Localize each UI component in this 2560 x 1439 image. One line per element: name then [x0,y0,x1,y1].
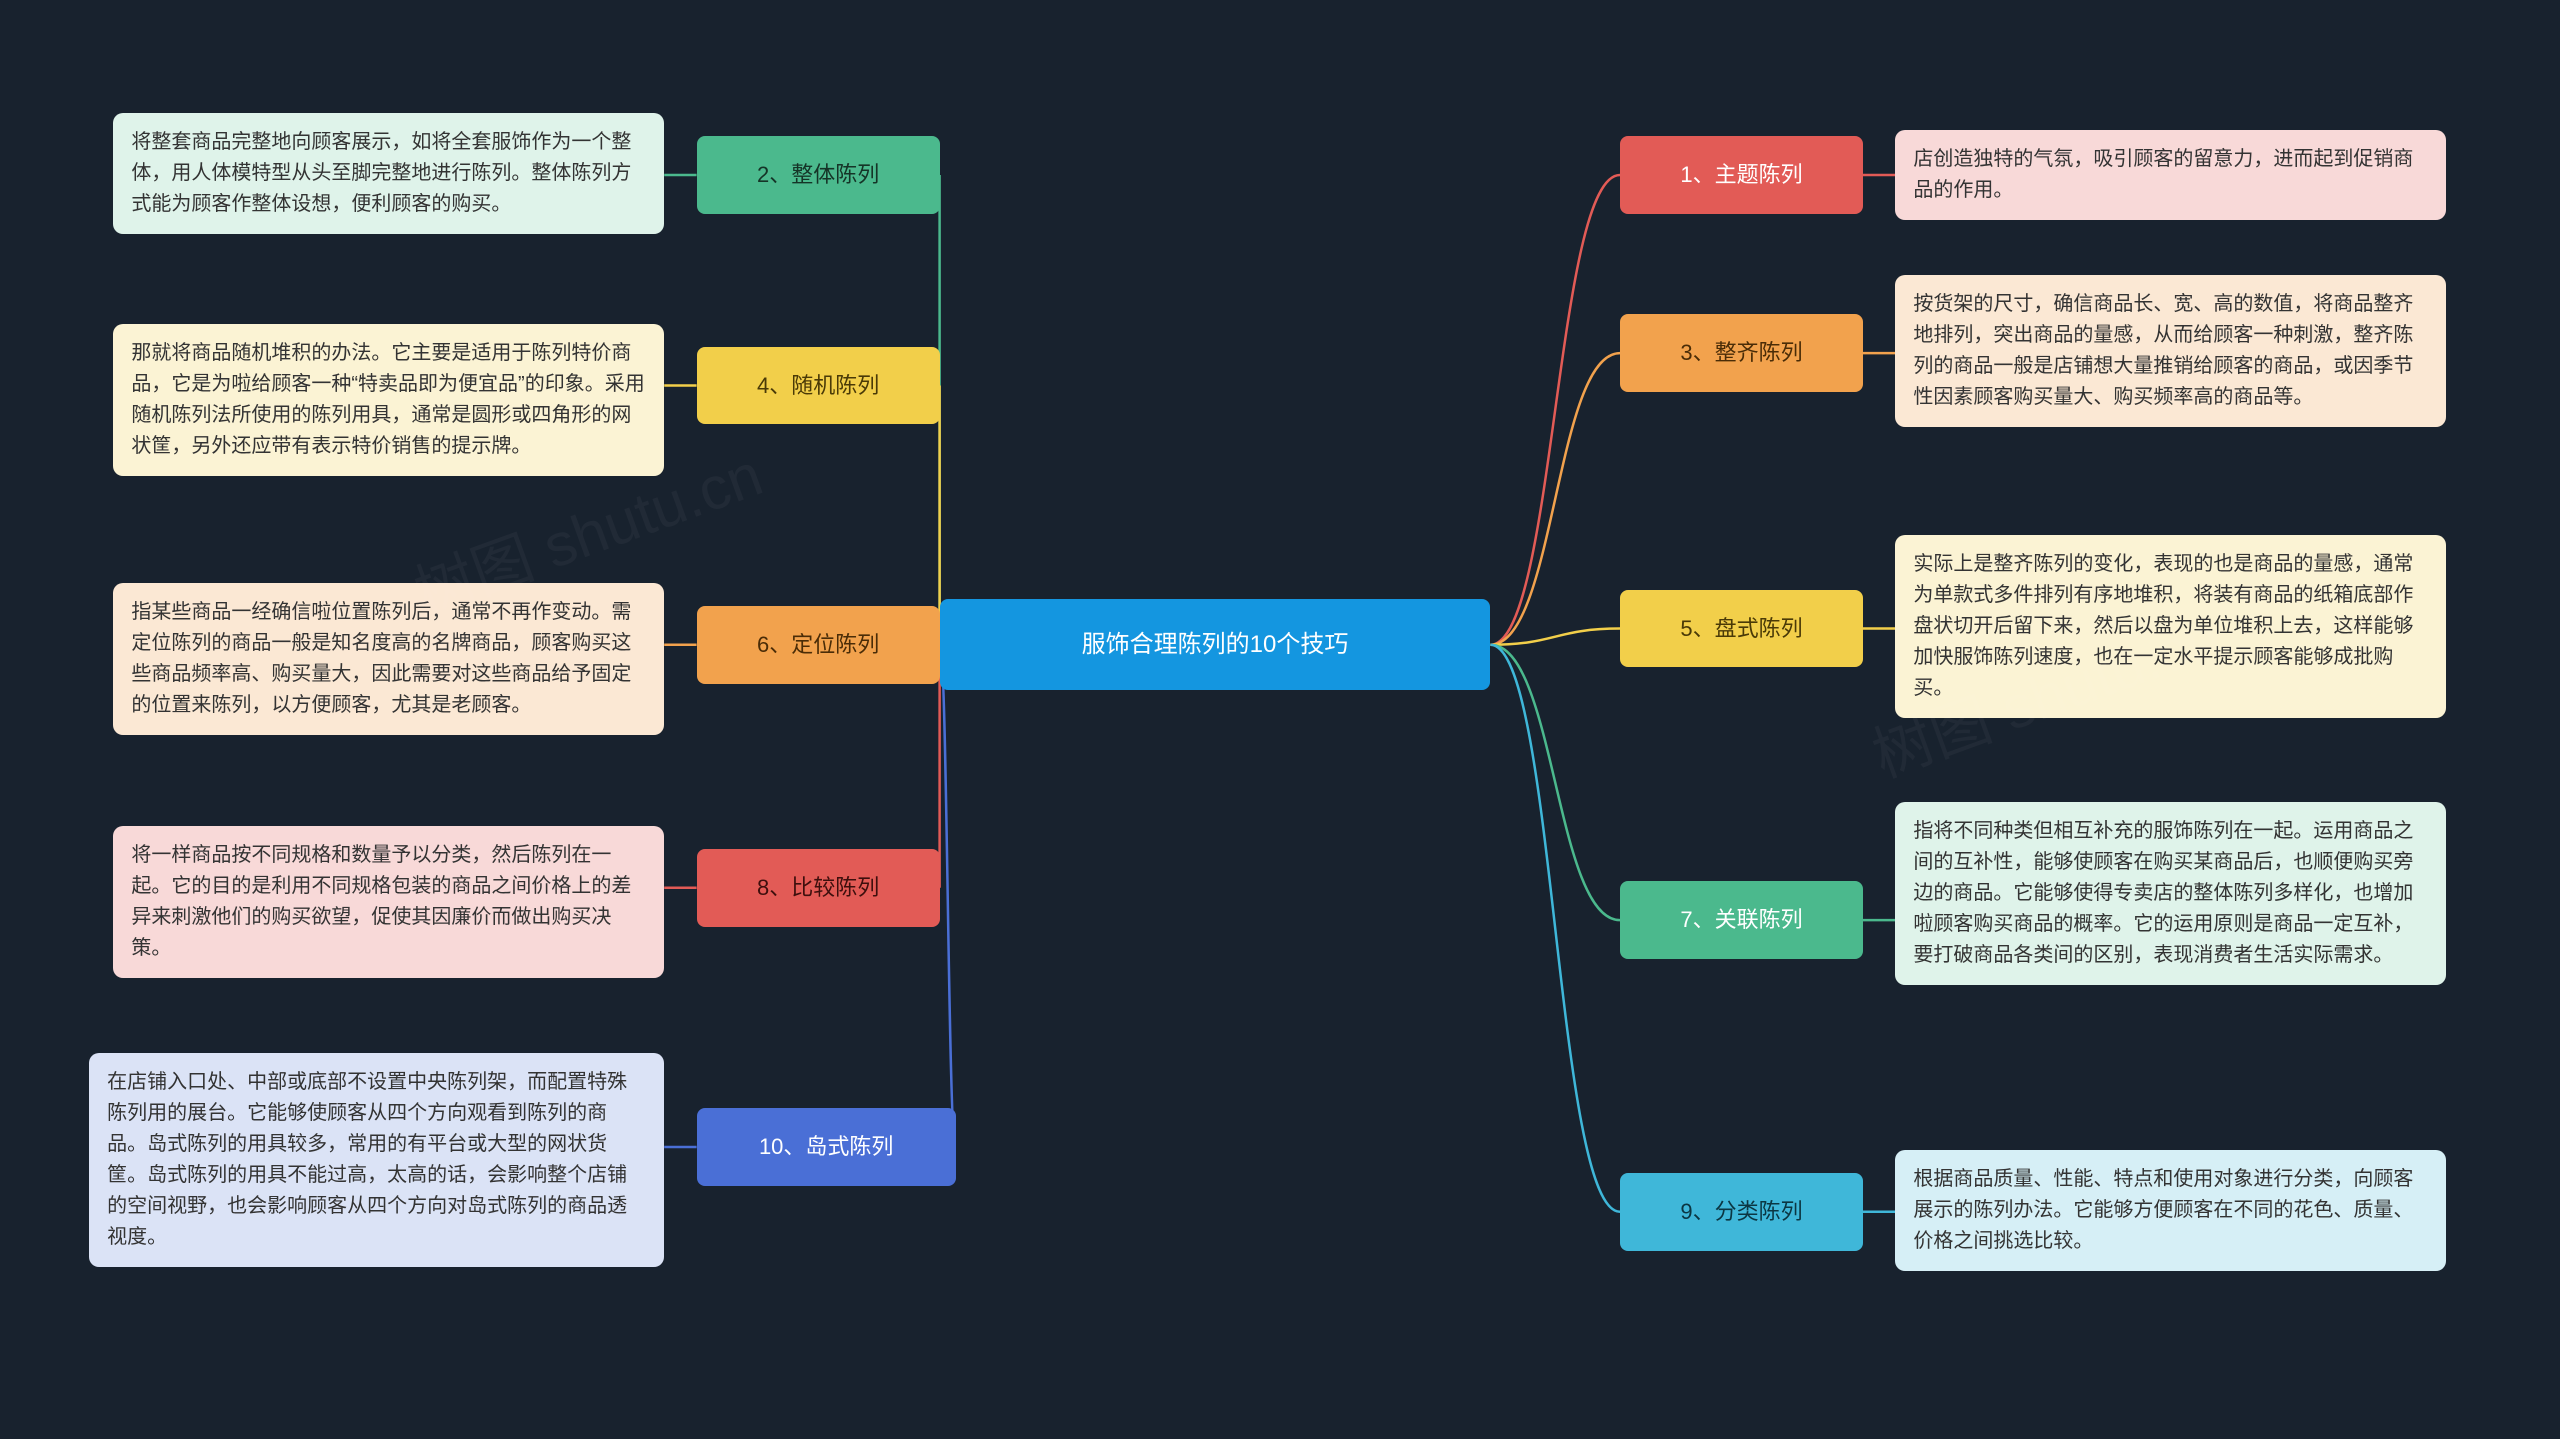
desc-box-3: 按货架的尺寸，确信商品长、宽、高的数值，将商品整齐地排列，突出商品的量感，从而给… [1895,275,2446,427]
branch-node-label: 7、关联陈列 [1680,881,1802,959]
branch-node-label: 9、分类陈列 [1680,1173,1802,1251]
branch-node-5[interactable]: 5、盘式陈列 [1620,590,1863,668]
branch-node-9[interactable]: 9、分类陈列 [1620,1173,1863,1251]
branch-node-label: 10、岛式陈列 [759,1108,893,1186]
watermark: shutu.cn [1129,1421,1366,1439]
desc-box-1: 店创造独特的气氛，吸引顾客的留意力，进而起到促销商品的作用。 [1895,130,2446,220]
branch-node-10[interactable]: 10、岛式陈列 [697,1108,956,1186]
branch-node-2[interactable]: 2、整体陈列 [697,136,940,214]
desc-box-7: 指将不同种类但相互补充的服饰陈列在一起。运用商品之间的互补性，能够使顾客在购买某… [1895,802,2446,985]
branch-node-label: 4、随机陈列 [757,347,879,425]
desc-box-6: 指某些商品一经确信啦位置陈列后，通常不再作变动。需定位陈列的商品一般是知名度高的… [113,583,664,735]
branch-node-label: 6、定位陈列 [757,606,879,684]
branch-node-label: 1、主题陈列 [1680,136,1802,214]
branch-node-4[interactable]: 4、随机陈列 [697,347,940,425]
desc-box-5: 实际上是整齐陈列的变化，表现的也是商品的量感，通常为单款式多件排列有序地堆积，将… [1895,535,2446,718]
branch-node-label: 8、比较陈列 [757,849,879,927]
desc-box-10: 在店铺入口处、中部或底部不设置中央陈列架，而配置特殊陈列用的展台。它能够使顾客从… [89,1053,664,1267]
branch-node-8[interactable]: 8、比较陈列 [697,849,940,927]
branch-node-6[interactable]: 6、定位陈列 [697,606,940,684]
branch-node-3[interactable]: 3、整齐陈列 [1620,314,1863,392]
center-node-label: 服饰合理陈列的10个技巧 [1082,627,1349,663]
desc-box-8: 将一样商品按不同规格和数量予以分类，然后陈列在一起。它的目的是利用不同规格包装的… [113,826,664,978]
center-node[interactable]: 服饰合理陈列的10个技巧 [940,599,1491,690]
branch-node-label: 2、整体陈列 [757,136,879,214]
desc-box-4: 那就将商品随机堆积的办法。它主要是适用于陈列特价商品，它是为啦给顾客一种“特卖品… [113,324,664,476]
branch-node-label: 3、整齐陈列 [1680,314,1802,392]
branch-node-label: 5、盘式陈列 [1680,590,1802,668]
desc-box-9: 根据商品质量、性能、特点和使用对象进行分类，向顾客展示的陈列办法。它能够方便顾客… [1895,1150,2446,1271]
branch-node-7[interactable]: 7、关联陈列 [1620,881,1863,959]
branch-node-1[interactable]: 1、主题陈列 [1620,136,1863,214]
desc-box-2: 将整套商品完整地向顾客展示，如将全套服饰作为一个整体，用人体模特型从头至脚完整地… [113,113,664,234]
mindmap-canvas: 服饰合理陈列的10个技巧 2、整体陈列 将整套商品完整地向顾客展示，如将全套服饰作为… [0,0,2560,1439]
